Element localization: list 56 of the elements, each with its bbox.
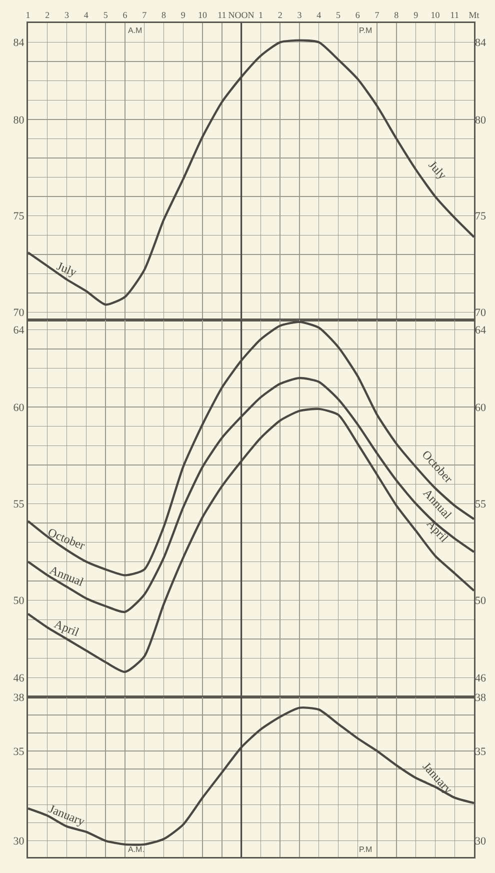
x-tick-label: 1 <box>258 10 263 20</box>
annotation: P.M <box>359 26 373 35</box>
y2-tick-label: 30 <box>475 836 486 848</box>
x-tick-label: 5 <box>103 10 108 20</box>
x-tick-label: 3 <box>297 10 302 20</box>
text: Annual <box>48 562 86 590</box>
y-tick-label: 60 <box>13 402 25 414</box>
x-tick-label: 7 <box>142 10 148 20</box>
y2-tick-label: 70 <box>475 307 486 320</box>
annotation: P.M <box>359 845 373 854</box>
y2-tick-label: 84 <box>475 37 486 50</box>
annotation: A.M <box>128 26 143 35</box>
x-tick-label: 5 <box>336 10 342 20</box>
text: July <box>54 258 79 280</box>
y-tick-label: 55 <box>13 498 25 511</box>
y-tick-label: 50 <box>13 595 25 608</box>
x-tick-label: 9 <box>414 10 419 20</box>
y2-tick-label: 50 <box>475 595 486 608</box>
annotation: A.M. <box>128 845 144 854</box>
x-tick-label: NOON <box>228 10 255 20</box>
x-tick-label: 8 <box>394 10 400 20</box>
x-tick-label: 6 <box>355 10 360 20</box>
y-tick-label: 80 <box>13 114 25 126</box>
y2-tick-label: 64 <box>475 324 486 337</box>
y-tick-label: 35 <box>13 746 25 758</box>
text: April <box>52 616 82 640</box>
y-tick-label: 38 <box>13 692 25 704</box>
y-tick-label: 84 <box>13 37 25 50</box>
x-tick-label: 9 <box>180 10 186 20</box>
y-tick-label: 75 <box>13 210 25 223</box>
x-tick-label: 11 <box>218 10 226 20</box>
y2-tick-label: 46 <box>475 672 486 685</box>
x-tick-label: Mt <box>468 10 480 20</box>
x-tick-label: 7 <box>374 10 380 20</box>
x-tick-label: 8 <box>161 10 166 20</box>
y2-tick-label: 55 <box>475 498 486 511</box>
y2-tick-label: 80 <box>475 114 486 126</box>
text: July <box>426 158 450 182</box>
x-tick-label: 10 <box>198 10 208 20</box>
y2-tick-label: 35 <box>475 746 486 758</box>
x-tick-label: 2 <box>45 10 50 20</box>
x-tick-label: 6 <box>122 10 128 20</box>
x-tick-label: 2 <box>278 10 282 20</box>
x-tick-label: 4 <box>84 10 89 20</box>
x-tick-label: 4 <box>316 10 322 20</box>
x-tick-label: 11 <box>450 10 459 20</box>
x-tick-label: 3 <box>64 10 70 20</box>
y-tick-label: 64 <box>13 324 25 337</box>
y-tick-label: 70 <box>13 307 25 320</box>
x-tick-label: 1 <box>26 10 30 20</box>
y-tick-label: 46 <box>13 672 25 685</box>
y2-tick-label: 38 <box>475 692 486 704</box>
x-tick-label: 10 <box>430 10 440 20</box>
y2-tick-label: 75 <box>475 210 486 223</box>
y-tick-label: 30 <box>13 836 25 848</box>
y2-tick-label: 60 <box>475 402 486 414</box>
